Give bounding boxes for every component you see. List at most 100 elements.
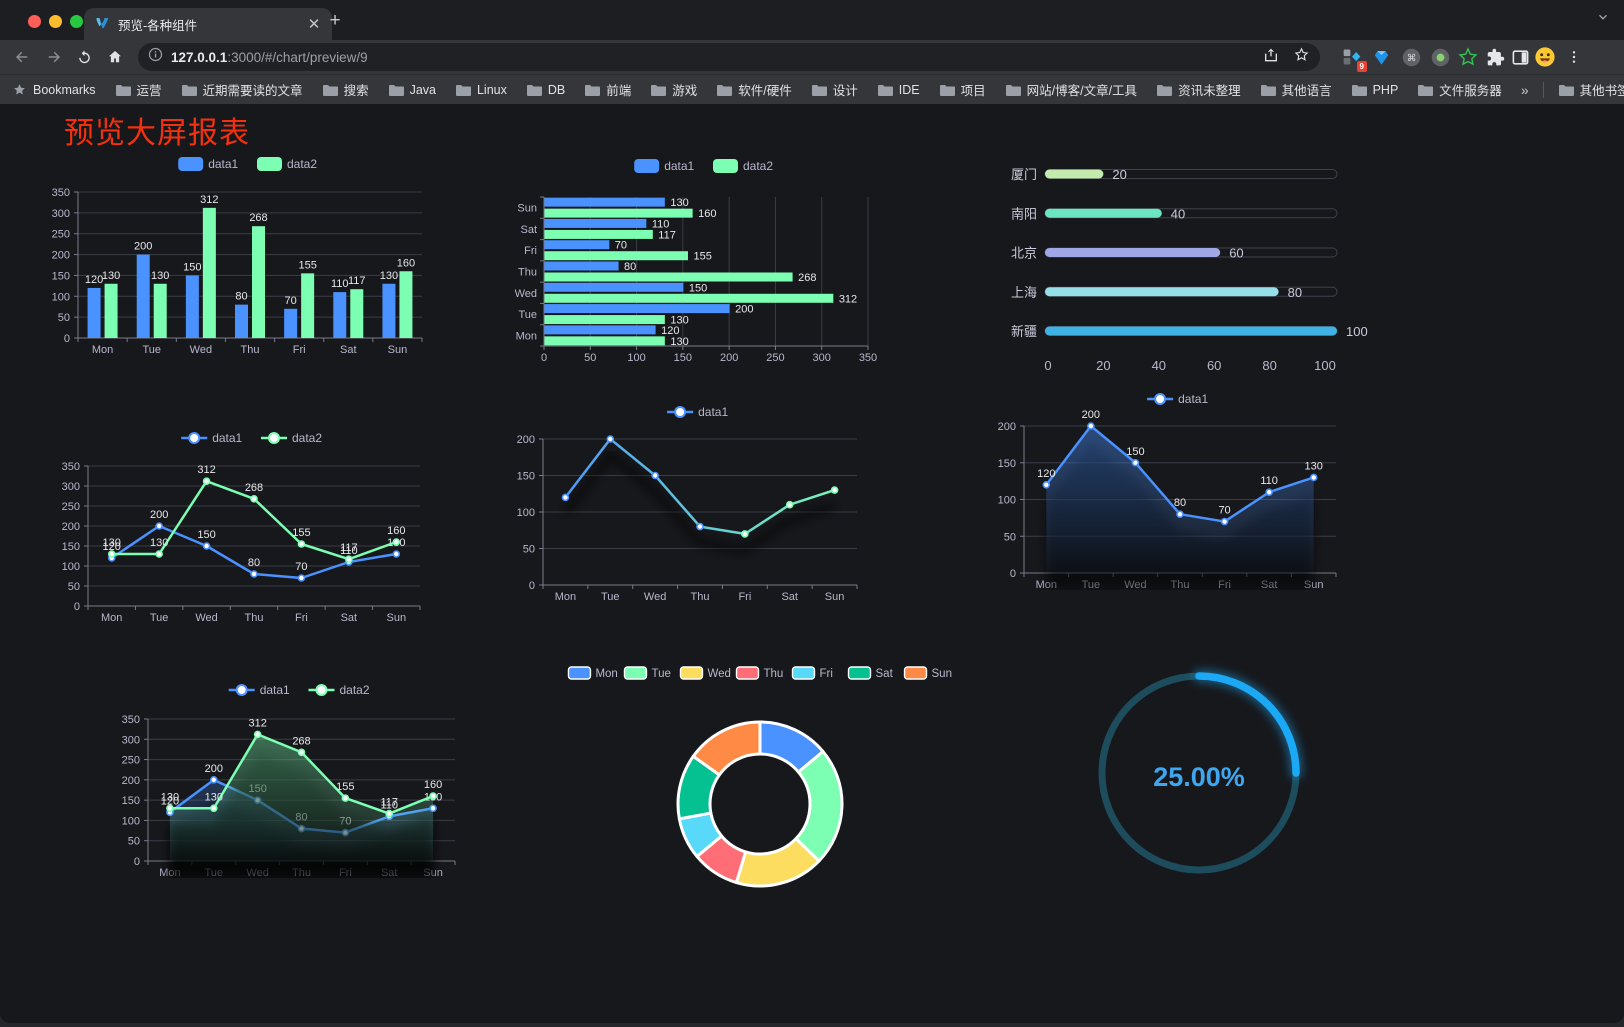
legend-item-data2[interactable]: data2 — [257, 157, 317, 171]
svg-text:200: 200 — [1082, 409, 1100, 421]
bookmark-folder[interactable]: 项目 — [939, 80, 986, 99]
bookmark-folder[interactable]: IDE — [877, 83, 920, 97]
bookmarks-overflow-chevron[interactable]: » — [1520, 81, 1529, 98]
svg-text:Sun: Sun — [517, 203, 537, 215]
legend-item-data1[interactable]: data1 — [178, 157, 239, 171]
svg-text:Mon: Mon — [516, 330, 537, 342]
other-bookmarks-folder[interactable]: 其他书签 — [1558, 80, 1624, 99]
bookmark-folder[interactable]: 游戏 — [650, 80, 697, 99]
extension-command-icon[interactable]: ⌘ — [1399, 45, 1423, 69]
svg-text:新疆: 新疆 — [1011, 324, 1037, 339]
svg-text:100: 100 — [998, 495, 1016, 507]
bookmarks-manager[interactable]: Bookmarks — [12, 82, 96, 97]
legend-item-Thu[interactable]: Thu — [735, 666, 783, 680]
home-button[interactable] — [102, 44, 128, 70]
legend-item-Fri[interactable]: Fri — [791, 666, 833, 680]
browser-tab[interactable]: 预览-各种组件 ✕ — [84, 8, 332, 40]
legend-item-Tue[interactable]: Tue — [623, 666, 671, 680]
svg-text:120: 120 — [85, 274, 103, 286]
svg-text:data2: data2 — [340, 683, 370, 697]
legend-item-Sun[interactable]: Sun — [903, 666, 952, 680]
bookmark-folder[interactable]: 设计 — [811, 80, 858, 99]
zoom-window-button[interactable] — [70, 15, 83, 28]
svg-text:Sat: Sat — [781, 591, 798, 603]
bookmark-folder[interactable]: 前端 — [584, 80, 631, 99]
bookmark-folder[interactable]: 搜索 — [322, 80, 369, 99]
svg-text:200: 200 — [517, 434, 535, 446]
svg-text:300: 300 — [122, 734, 140, 746]
tab-close-icon[interactable]: ✕ — [307, 16, 321, 33]
svg-text:100: 100 — [62, 561, 80, 573]
svg-text:Fri: Fri — [293, 344, 306, 356]
forward-button[interactable] — [41, 44, 67, 70]
svg-text:120: 120 — [1037, 468, 1055, 480]
svg-text:Thu: Thu — [763, 668, 783, 680]
donut-slice-Sun[interactable] — [691, 720, 762, 777]
tab-search-chevron-icon[interactable] — [1596, 10, 1610, 27]
extension-green-star-icon[interactable] — [1456, 45, 1480, 69]
legend-item-data1[interactable]: data1 — [181, 431, 243, 445]
svg-text:50: 50 — [128, 836, 140, 848]
svg-text:40: 40 — [1152, 358, 1166, 373]
bookmark-folder[interactable]: 运营 — [115, 80, 162, 99]
svg-text:200: 200 — [150, 509, 168, 521]
svg-text:312: 312 — [200, 194, 218, 206]
legend-item-data1[interactable]: data1 — [228, 683, 290, 697]
bookmark-folder[interactable]: 软件/硬件 — [716, 80, 792, 99]
svg-text:0: 0 — [74, 601, 80, 613]
svg-text:Sat: Sat — [520, 224, 537, 236]
extension-gem-icon[interactable] — [1369, 45, 1393, 69]
legend-item-Mon[interactable]: Mon — [567, 666, 618, 680]
progress-row-厦门: 厦门 20 — [1011, 167, 1338, 182]
back-button[interactable] — [9, 44, 35, 70]
legend-item-data2[interactable]: data2 — [308, 683, 370, 697]
bookmark-folder[interactable]: Java — [388, 83, 436, 97]
bookmark-folder[interactable]: 近期需要读的文章 — [181, 80, 303, 99]
bookmark-folder[interactable]: 其他语言 — [1260, 80, 1332, 99]
progress-row-北京: 北京 60 — [1011, 246, 1338, 261]
bookmark-folder[interactable]: 资讯未整理 — [1156, 80, 1241, 99]
bookmark-star-icon[interactable] — [1293, 46, 1310, 68]
chart-grouped-bar-horizontal: 0 50 100 150 200 250 300 350 Sun 130 160 Sat 110 117 F… — [500, 151, 890, 366]
bookmark-folder[interactable]: 文件服务器 — [1417, 80, 1502, 99]
side-panel-icon[interactable] — [1508, 45, 1532, 69]
extension-recorder-icon[interactable] — [1428, 45, 1452, 69]
browser-menu-kebab-icon[interactable] — [1562, 45, 1586, 69]
new-tab-button[interactable]: + — [329, 10, 341, 31]
legend-item-Wed[interactable]: Wed — [679, 666, 731, 680]
svg-text:120: 120 — [161, 795, 179, 807]
bookmark-folder[interactable]: DB — [526, 83, 565, 97]
close-window-button[interactable] — [28, 15, 41, 28]
legend-item-Sat[interactable]: Sat — [847, 666, 894, 680]
svg-text:100: 100 — [1314, 358, 1336, 373]
svg-text:80: 80 — [1174, 497, 1186, 509]
svg-text:70: 70 — [295, 561, 307, 573]
minimize-window-button[interactable] — [49, 15, 62, 28]
chart-svg: 0 50 100 150 200 Mon Tue Wed Thu Fri Sat Sun data1 — [517, 405, 858, 603]
svg-text:0: 0 — [1010, 568, 1016, 580]
address-bar[interactable]: 127.0.0.1:3000/#/chart/preview/9 — [138, 43, 1320, 71]
svg-text:Sun: Sun — [386, 612, 406, 624]
extensions-puzzle-icon[interactable] — [1483, 45, 1507, 69]
svg-text:data2: data2 — [292, 431, 322, 445]
bookmark-folder[interactable]: Linux — [455, 83, 507, 97]
reload-button[interactable] — [71, 44, 97, 70]
legend-item-data2[interactable]: data2 — [261, 431, 322, 445]
bookmark-folder[interactable]: PHP — [1351, 83, 1398, 97]
share-icon[interactable] — [1263, 47, 1279, 68]
legend-item-data1[interactable]: data1 — [667, 405, 728, 419]
profile-avatar-emoji[interactable] — [1533, 45, 1557, 69]
svg-text:117: 117 — [348, 275, 366, 287]
svg-text:Tue: Tue — [601, 591, 620, 603]
site-info-icon[interactable] — [148, 47, 163, 67]
legend-item-data1[interactable]: data1 — [634, 159, 695, 173]
svg-text:130: 130 — [103, 537, 121, 549]
svg-text:150: 150 — [62, 541, 80, 553]
svg-text:南阳: 南阳 — [1011, 206, 1037, 221]
legend-item-data1[interactable]: data1 — [1147, 392, 1208, 406]
extension-blocker-icon[interactable]: 9 — [1340, 45, 1367, 72]
bookmark-folder[interactable]: 网站/博客/文章/工具 — [1005, 80, 1137, 99]
svg-text:200: 200 — [62, 521, 80, 533]
legend-item-data2[interactable]: data2 — [713, 159, 773, 173]
window-controls — [28, 15, 83, 28]
